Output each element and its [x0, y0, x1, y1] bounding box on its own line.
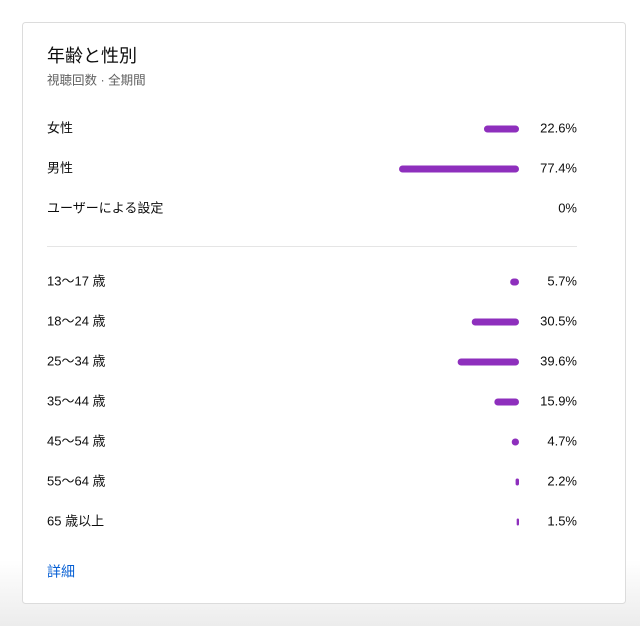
row-value: 4.7% [547, 433, 577, 448]
row-value: 77.4% [540, 160, 577, 175]
row-label: ユーザーによる設定 [47, 200, 163, 215]
card [22, 22, 626, 604]
bar [471, 318, 519, 326]
row-label: 13〜17 歳 [47, 273, 106, 288]
row-label: 35〜44 歳 [47, 393, 106, 408]
bar [515, 478, 519, 486]
bar [494, 398, 519, 406]
bar [457, 358, 519, 366]
row-value: 30.5% [540, 313, 577, 328]
bar [511, 438, 519, 446]
row-label: 女性 [47, 120, 73, 135]
row-label: 45〜54 歳 [47, 433, 106, 448]
row-value: 15.9% [540, 393, 577, 408]
details-link[interactable]: 詳細 [47, 564, 75, 580]
bar [399, 165, 519, 173]
row-value: 1.5% [547, 513, 577, 528]
bar [483, 125, 519, 133]
row-value: 5.7% [547, 273, 577, 288]
row-label: 65 歳以上 [47, 513, 104, 528]
row-label: 18〜24 歳 [47, 313, 106, 328]
card-title: 年齢と性別 [47, 46, 137, 66]
row-value: 39.6% [540, 353, 577, 368]
card-subtitle: 視聴回数 · 全期間 [47, 72, 146, 87]
row-label: 25〜34 歳 [47, 353, 106, 368]
bar [510, 278, 519, 286]
row-value: 22.6% [540, 120, 577, 135]
row-value: 0% [558, 200, 577, 215]
row-label: 55〜64 歳 [47, 473, 106, 488]
row-value: 2.2% [547, 473, 577, 488]
row-label: 男性 [47, 160, 73, 175]
bar [516, 518, 519, 526]
